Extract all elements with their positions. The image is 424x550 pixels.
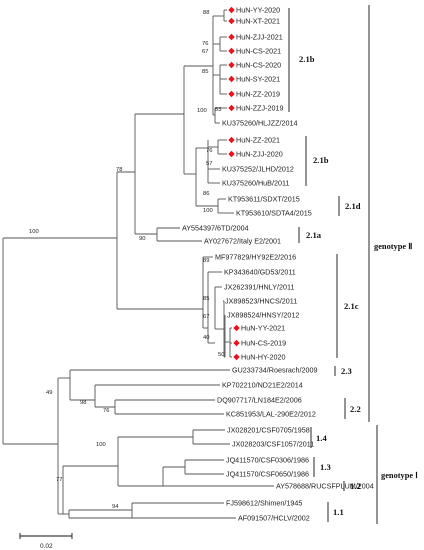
diamond-marker-icon [233, 353, 240, 361]
bootstrap-value: 88 [203, 10, 209, 16]
bootstrap-value: 100 [29, 229, 39, 235]
tree-branches [2, 9, 274, 519]
bootstrap-value: 53 [215, 107, 221, 113]
diamond-marker-icon [228, 61, 235, 69]
bootstrap-value: 76 [103, 408, 109, 414]
diamond-marker-icon [228, 33, 235, 41]
bootstrap-value: 85 [203, 296, 209, 302]
leaf-label: HuN-CS-2019 [241, 339, 286, 348]
leaf-label: JX028203/CSF1057/2011 [232, 440, 314, 449]
leaf-label: HuN-ZZ-2019 [236, 90, 280, 99]
leaf-label: JQ411570/CSF0650/1986 [226, 470, 309, 479]
bootstrap-value: 78 [116, 167, 122, 173]
leaf-label: KT953611/SDXT/2015 [228, 195, 300, 204]
leaf-label: HuN-ZJJ-2021 [236, 33, 283, 42]
diamond-marker-icon [228, 150, 235, 158]
label-2-1a: 2.1a [306, 230, 322, 240]
bootstrap-labels: 88 76 67 85 100 53 76 57 86 100 78 100 90 89 85 67 40 50 4… [29, 10, 224, 510]
leaf-label: AY554397/6TD/2004 [182, 224, 249, 233]
leaf-labels: HuN-YY-2020 HuN-XT-2021 HuN-ZJJ-2021 HuN-CS… [182, 6, 374, 523]
bootstrap-value: 76 [206, 148, 212, 154]
leaf-label: JX028201/CSF0705/1958 [227, 426, 310, 435]
label-2-1c: 2.1c [344, 301, 359, 311]
leaf-label: JQ411570/CSF0306/1986 [226, 456, 309, 465]
diamond-marker-icon [228, 90, 235, 98]
leaf-label: HuN-XT-2021 [236, 17, 280, 26]
leaf-label: AY027672/Italy E2/2001 [204, 237, 281, 246]
leaf-label: HuN-YY-2020 [236, 6, 280, 15]
label-1-4: 1.4 [316, 433, 327, 443]
bootstrap-value: 94 [112, 504, 119, 510]
bootstrap-value: 40 [203, 335, 209, 341]
diamond-marker-icon [228, 136, 235, 144]
bootstrap-value: 67 [203, 314, 209, 320]
label-genotype-1: genotype Ⅰ [381, 471, 418, 480]
leaf-label: HuN-ZZJ-2019 [236, 104, 284, 113]
bootstrap-value: 57 [206, 161, 212, 167]
bootstrap-value: 100 [96, 442, 106, 448]
bootstrap-value: 89 [203, 258, 209, 264]
leaf-label: KU375260/HuB/2011 [222, 179, 289, 188]
label-2-3: 2.3 [341, 366, 352, 376]
leaf-label: KU375252/JLHD/2012 [222, 165, 294, 174]
leaf-label: AF091507/HCLV/2002 [238, 514, 310, 523]
leaf-label: JX262391/HNLY/2011 [224, 283, 294, 292]
diamond-marker-icon [228, 17, 235, 25]
leaf-label: KT953610/SDTA4/2015 [236, 209, 312, 218]
diamond-marker-icon [228, 75, 235, 83]
label-1-1: 1.1 [333, 507, 344, 517]
leaf-label: HuN-SY-2021 [236, 75, 280, 84]
leaf-label: MF977829/HY92E2/2016 [215, 253, 296, 262]
clade-brackets [288, 5, 378, 524]
leaf-label: HuN-YY-2021 [241, 324, 285, 333]
leaf-label: KP343640/GD53/2011 [224, 268, 296, 277]
leaf-label: KC851953/LAL-290E2/2012 [226, 410, 316, 419]
bootstrap-value: 98 [80, 400, 86, 406]
diamond-marker-icon [228, 6, 235, 14]
bootstrap-value: 50 [218, 352, 224, 358]
leaf-label: HuN-HY-2020 [241, 353, 285, 362]
bootstrap-value: 85 [202, 69, 208, 75]
label-2-2: 2.2 [350, 404, 361, 414]
leaf-label: HuN-CS-2021 [236, 47, 281, 56]
leaf-label: KU375260/HLJZZ/2014 [222, 119, 298, 128]
leaf-label: HuN-ZJJ-2020 [236, 150, 283, 159]
bootstrap-value: 49 [46, 390, 52, 396]
leaf-label: FJ598612/Shimen/1945 [226, 499, 302, 508]
bootstrap-value: 67 [202, 49, 208, 55]
diamond-marker-icon [228, 104, 235, 112]
bootstrap-value: 77 [56, 477, 62, 483]
leaf-label: HuN-CS-2020 [236, 61, 281, 70]
leaf-label: JX898523/HNCS/2011 [225, 297, 297, 306]
leaf-label: GU233734/Roesrach/2009 [232, 366, 318, 375]
bootstrap-value: 100 [197, 108, 207, 114]
label-1-2: 1.2 [350, 481, 361, 491]
label-genotype-2: genotype Ⅱ [374, 242, 412, 251]
label-2-1b-bottom: 2.1b [313, 155, 329, 165]
scale-bar-label: 0.02 [40, 543, 53, 550]
diamond-marker-icon [233, 324, 240, 332]
leaf-label: AY578688/RUCSFPLUM/2004 [276, 482, 374, 491]
diamond-marker-icon [233, 339, 240, 347]
leaf-label: DQ907717/LN184E2/2006 [217, 396, 302, 405]
leaf-label: JX898524/HNSY/2012 [227, 311, 299, 320]
label-2-1d: 2.1d [345, 201, 361, 211]
label-2-1b-top: 2.1b [299, 54, 315, 64]
bootstrap-value: 90 [139, 236, 145, 242]
leaf-label: KP702210/ND21E2/2014 [222, 381, 303, 390]
bootstrap-value: 76 [202, 41, 208, 47]
leaf-label: HuN-ZZ-2021 [236, 136, 280, 145]
diamond-marker-icon [228, 47, 235, 55]
bootstrap-value: 86 [203, 191, 209, 197]
label-1-3: 1.3 [320, 462, 331, 472]
bootstrap-value: 100 [203, 208, 213, 214]
sample-markers [228, 6, 240, 361]
